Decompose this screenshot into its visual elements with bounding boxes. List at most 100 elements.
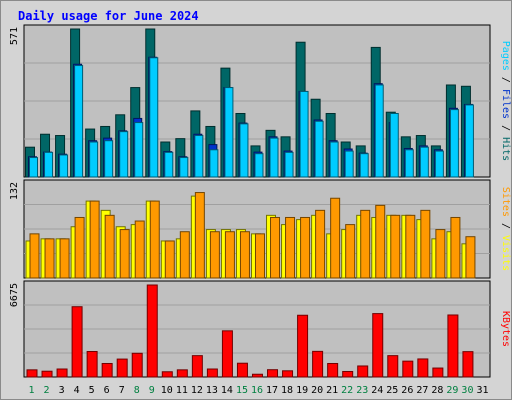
bar-pages-day-1 (29, 157, 38, 178)
bar-pages-day-14 (224, 87, 234, 178)
bar-pages-day-10 (164, 151, 174, 178)
series-kbytes (26, 284, 474, 378)
bar-sites-day-13 (209, 231, 220, 279)
bar-sites-day-2 (44, 238, 55, 279)
legend-text: / (500, 71, 511, 89)
bar-pages-day-24 (374, 84, 384, 178)
bar-sites-day-11 (179, 231, 190, 279)
bar-pages-day-17 (269, 137, 279, 178)
bar-kbytes-day-9 (146, 284, 158, 378)
x-tick-label-30: 30 (461, 385, 473, 396)
bar-kbytes-day-8 (131, 352, 143, 378)
bar-sites-day-18 (285, 216, 296, 279)
x-tick-label-26: 26 (401, 385, 413, 396)
bar-sites-day-30 (465, 236, 476, 279)
bar-sites-day-24 (375, 204, 386, 279)
bar-sites-day-28 (435, 229, 446, 279)
bar-pages-day-20 (314, 120, 324, 178)
bar-pages-day-11 (179, 157, 189, 178)
series-sites (29, 192, 476, 279)
x-tick-label-2: 2 (44, 385, 50, 396)
bar-kbytes-day-17 (267, 369, 279, 378)
bar-kbytes-day-12 (191, 355, 203, 378)
bar-kbytes-day-5 (86, 351, 98, 378)
series-pages (29, 57, 474, 178)
bar-sites-day-9 (149, 200, 160, 279)
x-tick-label-25: 25 (386, 385, 398, 396)
bar-kbytes-day-28 (432, 367, 444, 378)
bar-sites-day-8 (134, 220, 145, 279)
bar-pages-day-19 (299, 90, 309, 178)
legend-text: KBytes (500, 311, 511, 347)
bar-kbytes-day-25 (387, 355, 399, 378)
bar-pages-day-22 (344, 150, 354, 178)
x-tick-label-7: 7 (119, 385, 125, 396)
bar-pages-day-18 (284, 151, 294, 178)
bar-pages-day-4 (74, 65, 84, 178)
bar-sites-day-20 (315, 209, 326, 279)
bar-pages-day-5 (89, 141, 99, 178)
bar-pages-day-8 (134, 122, 144, 178)
legend-text: Hits (500, 137, 511, 161)
bar-pages-day-28 (434, 150, 444, 178)
legend-label-top: Pages / Files / Hits (500, 41, 511, 161)
bar-pages-day-15 (239, 123, 249, 178)
x-tick-label-11: 11 (176, 385, 188, 396)
bar-kbytes-day-1 (26, 369, 38, 378)
bar-sites-day-23 (360, 209, 371, 279)
x-tick-label-20: 20 (311, 385, 323, 396)
bar-kbytes-day-20 (312, 350, 324, 378)
panel-mid: 132 Sites / Visits (9, 179, 511, 279)
legend-text: / (500, 119, 511, 137)
bar-sites-day-7 (119, 229, 130, 279)
y-max-label: 6675 (9, 283, 20, 307)
bar-sites-day-19 (300, 216, 311, 279)
bar-kbytes-day-24 (372, 313, 384, 378)
bar-sites-day-3 (59, 238, 70, 279)
x-tick-label-6: 6 (104, 385, 110, 396)
bar-kbytes-day-2 (41, 370, 53, 378)
bar-pages-day-3 (59, 154, 69, 178)
bar-sites-day-4 (74, 216, 85, 279)
bar-sites-day-10 (164, 240, 175, 279)
x-tick-label-4: 4 (74, 385, 80, 396)
x-tick-label-28: 28 (431, 385, 443, 396)
x-tick-label-19: 19 (296, 385, 308, 396)
bar-kbytes-day-10 (161, 371, 173, 378)
bar-sites-day-15 (239, 231, 250, 279)
bar-sites-day-22 (345, 224, 356, 279)
bar-sites-day-26 (405, 214, 416, 279)
bar-sites-day-27 (420, 209, 431, 279)
bar-sites-day-5 (89, 200, 100, 279)
bar-sites-day-25 (390, 214, 401, 279)
bar-pages-day-21 (329, 141, 339, 178)
panel-bot: 6675 KBytes (9, 280, 511, 378)
bar-pages-day-2 (44, 151, 54, 178)
bar-pages-day-16 (254, 153, 264, 178)
bar-kbytes-day-11 (176, 369, 188, 378)
legend-label-bot: KBytes (500, 311, 511, 347)
x-tick-label-8: 8 (134, 385, 140, 396)
x-tick-label-1: 1 (29, 385, 35, 396)
legend-text: Files (500, 89, 511, 119)
bar-kbytes-day-29 (447, 314, 459, 378)
x-tick-label-18: 18 (281, 385, 293, 396)
bar-pages-day-9 (149, 57, 159, 178)
x-tick-label-31: 31 (476, 385, 488, 396)
bar-kbytes-day-18 (282, 370, 294, 378)
bar-sites-day-1 (29, 233, 40, 279)
x-tick-label-5: 5 (89, 385, 95, 396)
bar-pages-day-12 (194, 135, 204, 178)
bar-kbytes-day-21 (327, 362, 339, 378)
panel-top: 571 Pages / Files / Hits (9, 24, 511, 178)
bar-pages-day-23 (359, 153, 369, 178)
bar-pages-day-26 (404, 149, 414, 178)
bar-kbytes-day-30 (462, 351, 474, 378)
bar-kbytes-day-14 (221, 330, 233, 378)
bar-kbytes-day-13 (206, 368, 218, 378)
x-tick-label-17: 17 (266, 385, 278, 396)
x-tick-label-27: 27 (416, 385, 428, 396)
x-tick-label-15: 15 (236, 385, 248, 396)
bar-pages-day-6 (104, 140, 114, 178)
